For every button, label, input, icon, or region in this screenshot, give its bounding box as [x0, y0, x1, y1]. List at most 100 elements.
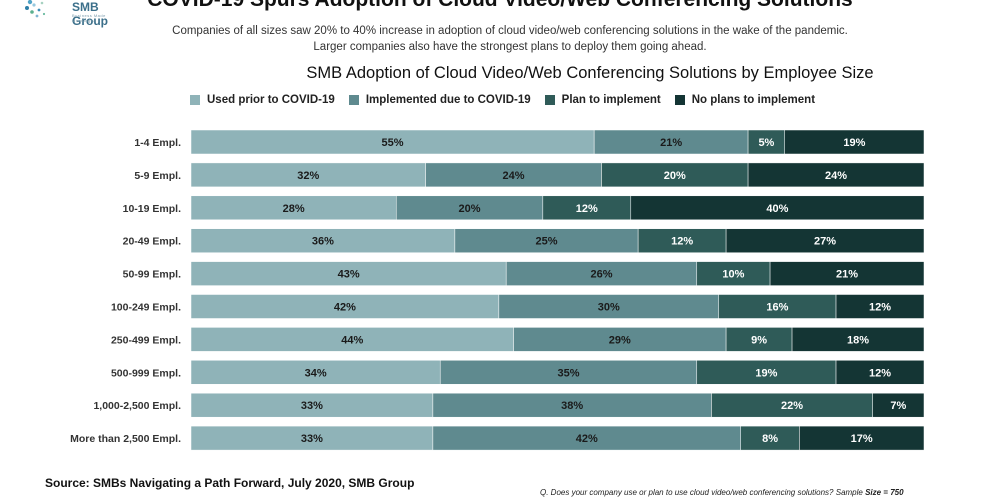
- bar-segment: [513, 327, 727, 352]
- bar-segment: [454, 228, 639, 253]
- data-label: 12%: [576, 203, 598, 215]
- subtitle-line-2: Larger companies also have the strongest…: [313, 41, 707, 53]
- dots-logo-icon: [25, 0, 46, 18]
- bar-segment: [190, 392, 434, 418]
- page-subtitle: Companies of all sizes saw 20% to 40% in…: [150, 23, 870, 55]
- bar-segment: [696, 360, 837, 385]
- bar-segment: [835, 294, 925, 319]
- data-label: 7%: [890, 400, 906, 412]
- data-label: 42%: [576, 433, 598, 445]
- bar-segment: [725, 327, 793, 352]
- data-label: 25%: [535, 236, 557, 248]
- data-label: 17%: [851, 433, 873, 445]
- bar-segment: [190, 360, 441, 385]
- bar-segment: [542, 195, 632, 221]
- legend-label: Used prior to COVID-19: [207, 94, 335, 106]
- data-label: 44%: [341, 334, 363, 346]
- bar-segment: [747, 162, 925, 188]
- category-label: 20-49 Empl.: [123, 236, 181, 248]
- bar-segment: [395, 195, 544, 221]
- bar-segment: [190, 425, 434, 451]
- data-label: 19%: [755, 367, 777, 379]
- bar-segment: [190, 294, 500, 319]
- footnote-question: Q. Does your company use or plan to use …: [540, 488, 866, 497]
- footnote-sample-size: Size = 750: [865, 488, 904, 497]
- data-label: 42%: [334, 302, 356, 314]
- legend-swatch: [674, 95, 685, 105]
- data-label: 20%: [459, 203, 481, 215]
- logo-tagline: Business Made Meaningful: [72, 13, 106, 23]
- legend-label: Implemented due to COVID-19: [365, 94, 531, 106]
- data-label: 29%: [609, 334, 631, 346]
- data-label: 32%: [297, 170, 319, 182]
- data-label: 55%: [382, 137, 404, 149]
- data-label: 36%: [312, 236, 334, 248]
- bar-segment: [190, 195, 397, 221]
- legend-swatch: [348, 95, 359, 105]
- bar-segment: [799, 425, 925, 451]
- category-label: 500-999 Empl.: [111, 367, 181, 379]
- data-label: 35%: [557, 367, 579, 379]
- data-label: 33%: [301, 400, 323, 412]
- bar-segment: [425, 162, 602, 188]
- data-label: 21%: [660, 137, 682, 149]
- data-label: 5%: [758, 137, 774, 149]
- chart-legend: Used prior to COVID-19 Implemented due to…: [190, 92, 829, 108]
- data-label: 34%: [305, 367, 327, 379]
- bar-segment: [593, 129, 749, 155]
- category-label: 50-99 Empl.: [123, 269, 181, 281]
- bar-segment: [718, 294, 837, 319]
- data-label: 16%: [766, 302, 788, 314]
- legend-label: Plan to implement: [561, 94, 661, 106]
- legend-item: No plans to implement: [674, 94, 816, 106]
- bar-segment: [498, 294, 720, 319]
- data-label: 28%: [283, 203, 305, 215]
- legend-label: No plans to implement: [691, 94, 816, 106]
- bar-segment: [740, 425, 800, 451]
- source-note: Source: SMBs Navigating a Path Forward, …: [45, 476, 415, 490]
- data-label: 18%: [847, 334, 869, 346]
- category-label: 250-499 Empl.: [111, 334, 181, 346]
- data-label: 19%: [843, 137, 865, 149]
- chart-title: SMB Adoption of Cloud Video/Web Conferen…: [306, 64, 874, 82]
- bar-segment: [725, 228, 925, 253]
- data-label: 21%: [836, 269, 858, 281]
- bar-segment: [190, 162, 426, 188]
- legend-item: Plan to implement: [544, 94, 661, 106]
- data-label: 30%: [598, 302, 620, 314]
- category-label: 1,000-2,500 Empl.: [93, 400, 181, 412]
- legend-swatch: [544, 95, 555, 105]
- page-title: COVID-19 Spurs Adoption of Cloud Video/W…: [0, 0, 1000, 12]
- bar-segment: [791, 327, 925, 352]
- bar-segment: [190, 129, 595, 155]
- data-label: 38%: [561, 400, 583, 412]
- category-label: More than 2,500 Empl.: [70, 433, 181, 445]
- smb-group-logo: SMB Group Business Made Meaningful: [22, 0, 132, 28]
- bar-segment: [630, 195, 925, 221]
- data-label: 24%: [825, 170, 847, 182]
- category-label: 10-19 Empl.: [123, 203, 181, 215]
- bar-segment: [505, 261, 698, 286]
- data-label: 40%: [766, 203, 788, 215]
- subtitle-line-1: Companies of all sizes saw 20% to 40% in…: [172, 25, 848, 37]
- data-label: 24%: [503, 170, 525, 182]
- data-label: 43%: [338, 269, 360, 281]
- data-label: 26%: [590, 269, 612, 281]
- bar-segment: [439, 360, 698, 385]
- data-label: 12%: [671, 236, 693, 248]
- data-label: 20%: [664, 170, 686, 182]
- data-label: 8%: [762, 433, 778, 445]
- logo-name: SMB Group: [72, 0, 108, 28]
- bar-segment: [835, 360, 925, 385]
- data-label: 10%: [722, 269, 744, 281]
- category-label: 1-4 Empl.: [134, 137, 181, 149]
- data-label: 12%: [869, 302, 891, 314]
- bar-segment: [784, 129, 925, 155]
- bar-segment: [190, 261, 507, 286]
- category-label: 5-9 Empl.: [134, 170, 181, 182]
- bar-segment: [696, 261, 771, 286]
- bar-segment: [432, 425, 741, 451]
- bar-segment: [190, 228, 456, 253]
- bar-segment: [190, 327, 514, 352]
